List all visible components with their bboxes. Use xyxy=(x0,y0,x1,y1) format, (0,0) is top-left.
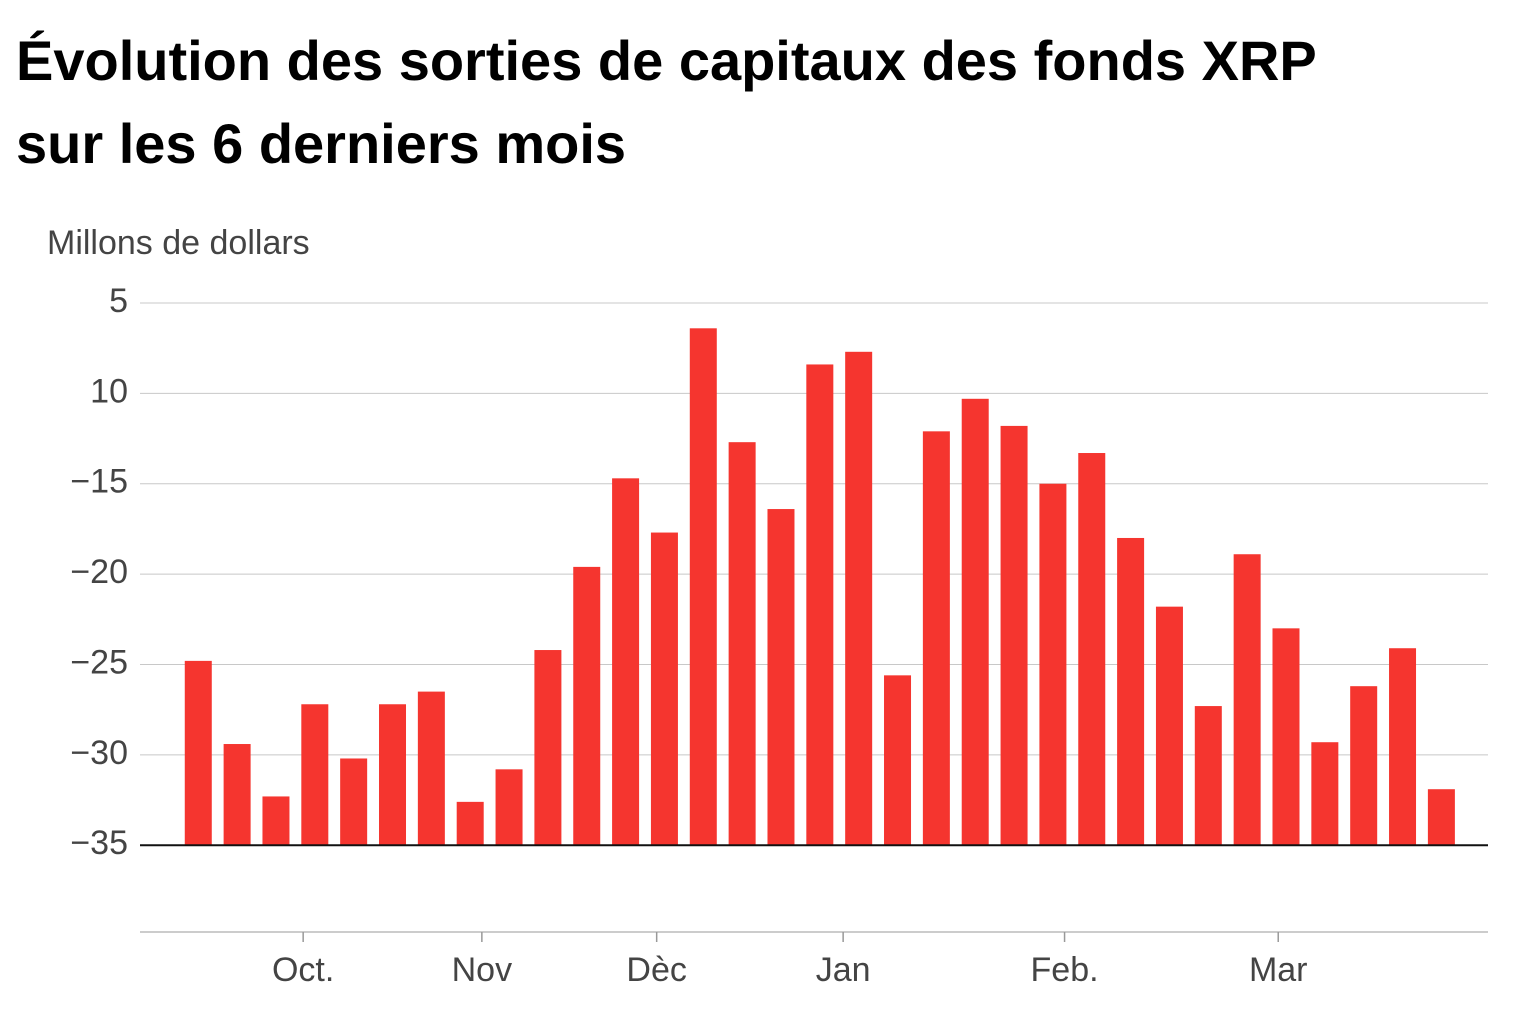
bar xyxy=(1272,628,1300,846)
x-tick-label: Oct. xyxy=(272,951,334,989)
y-tick-label: −35 xyxy=(70,824,128,862)
bar xyxy=(689,328,717,846)
y-tick-label: 10 xyxy=(90,372,128,410)
bar xyxy=(612,478,640,846)
bar xyxy=(456,801,484,846)
y-tick-label: −25 xyxy=(70,643,128,681)
x-tick-label: Nov xyxy=(452,951,512,989)
bar xyxy=(845,351,873,846)
bar xyxy=(1000,425,1028,846)
bar xyxy=(1311,742,1339,846)
bar xyxy=(340,758,368,846)
x-tick-label: Mar xyxy=(1249,951,1308,989)
bar xyxy=(728,442,756,846)
chart-subtitle: sur les 6 derniers mois xyxy=(16,112,626,175)
bar xyxy=(379,704,407,846)
bar xyxy=(1117,537,1145,846)
bar xyxy=(650,532,678,846)
bar xyxy=(573,566,601,846)
y-tick-label: 5 xyxy=(109,282,128,320)
bar xyxy=(262,796,290,846)
bar xyxy=(1427,789,1455,846)
bar xyxy=(922,431,950,846)
bar xyxy=(1039,483,1067,846)
bar xyxy=(806,364,834,846)
bar xyxy=(767,509,795,846)
bar xyxy=(1233,554,1261,846)
bar xyxy=(495,769,523,846)
x-tick-label: Feb. xyxy=(1031,951,1099,989)
bar xyxy=(1389,648,1417,846)
x-tick-label: Jan xyxy=(816,951,871,989)
y-tick-label: −30 xyxy=(70,734,128,772)
chart-title: Évolution des sorties de capitaux des fo… xyxy=(16,29,1317,92)
y-tick-label: −20 xyxy=(70,553,128,591)
bar xyxy=(1194,706,1222,846)
bar xyxy=(417,691,445,846)
bar xyxy=(884,675,912,846)
x-tick-label: Dèc xyxy=(626,951,686,989)
y-tick-label: −15 xyxy=(70,463,128,501)
bar xyxy=(1155,606,1183,846)
bar xyxy=(1350,686,1378,846)
bar xyxy=(223,744,251,846)
bar xyxy=(184,660,212,846)
bar xyxy=(534,650,562,846)
bar xyxy=(1078,453,1106,846)
bar xyxy=(301,704,329,846)
bar xyxy=(961,398,989,846)
y-axis-label: Millons de dollars xyxy=(47,224,310,262)
